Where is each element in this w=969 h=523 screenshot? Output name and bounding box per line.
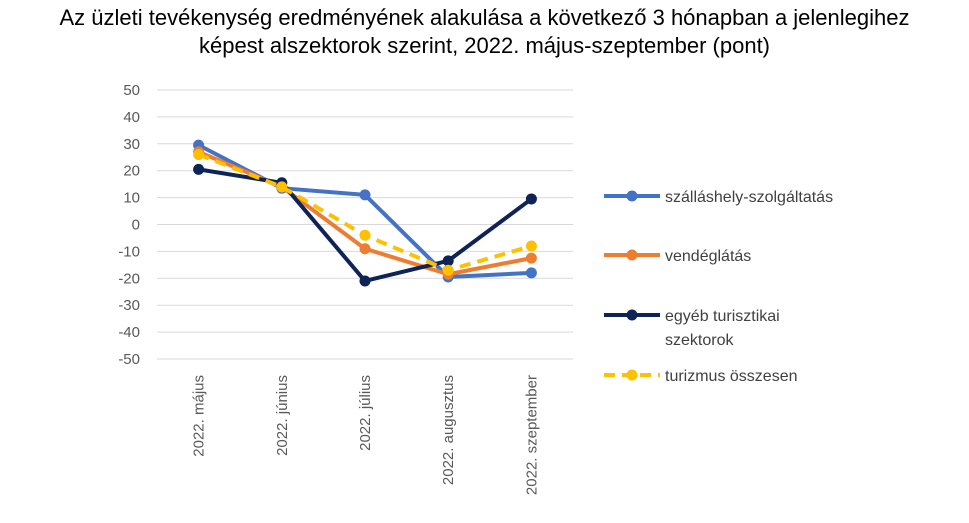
x-tick-label: 2022. július: [357, 375, 374, 451]
data-point: [193, 163, 205, 175]
y-tick-label: -40: [118, 324, 140, 341]
y-tick-label: -10: [118, 243, 140, 260]
x-tick-label: 2022. augusztus: [440, 375, 457, 485]
x-tick-label: 2022. szeptember: [523, 375, 540, 495]
legend-swatch-marker: [626, 249, 638, 261]
y-axis-ticks: 50 40 30 20 10 0 -10 -20 -30 -40 -50: [118, 82, 140, 368]
legend-label: turizmus összesen: [665, 368, 798, 385]
y-tick-label: 20: [123, 163, 140, 180]
data-point: [359, 229, 371, 241]
data-point: [525, 267, 537, 279]
data-point: [525, 252, 537, 264]
y-tick-label: 40: [123, 109, 140, 126]
chart-title-line-2: képest alszektorok szerint, 2022. május-…: [198, 33, 771, 58]
legend-label: szektorok: [665, 332, 734, 349]
data-point: [442, 255, 454, 267]
y-tick-label: -30: [118, 297, 140, 314]
legend-label: szálláshely-szolgáltatás: [665, 189, 833, 206]
chart-title-line-1: Az üzleti tevékenység eredményének alaku…: [59, 5, 910, 30]
y-tick-label: -20: [118, 270, 140, 287]
legend-swatch-marker: [626, 190, 638, 202]
data-point: [359, 189, 371, 201]
legend-swatch-marker: [626, 369, 638, 381]
data-point: [442, 264, 454, 276]
series-line: [198, 167, 533, 283]
series-line: [197, 143, 532, 279]
data-point: [525, 240, 537, 252]
data-point: [193, 149, 205, 161]
x-tick-label: 2022. május: [191, 375, 208, 457]
y-tick-label: 30: [123, 136, 140, 153]
legend-swatch-marker: [626, 309, 638, 321]
legend-label: egyéb turisztikai: [665, 308, 780, 325]
legend: szálláshely-szolgáltatás vendéglátás egyéb…: [604, 189, 833, 385]
data-point: [359, 275, 371, 287]
y-tick-label: 10: [123, 190, 140, 207]
legend-label: vendéglátás: [665, 248, 751, 265]
y-tick-label: 50: [123, 82, 140, 99]
data-point: [525, 193, 537, 205]
data-point: [276, 181, 288, 193]
x-axis-ticks: 2022. május 2022. június 2022. július 2022.…: [191, 375, 541, 495]
x-tick-label: 2022. június: [274, 375, 291, 456]
series-lines: [193, 139, 537, 287]
gridlines: [157, 89, 573, 360]
data-point: [359, 243, 371, 255]
chart-title: Az üzleti tevékenység eredményének alaku…: [0, 4, 969, 60]
y-tick-label: 0: [132, 217, 140, 234]
y-tick-label: -50: [118, 351, 140, 368]
